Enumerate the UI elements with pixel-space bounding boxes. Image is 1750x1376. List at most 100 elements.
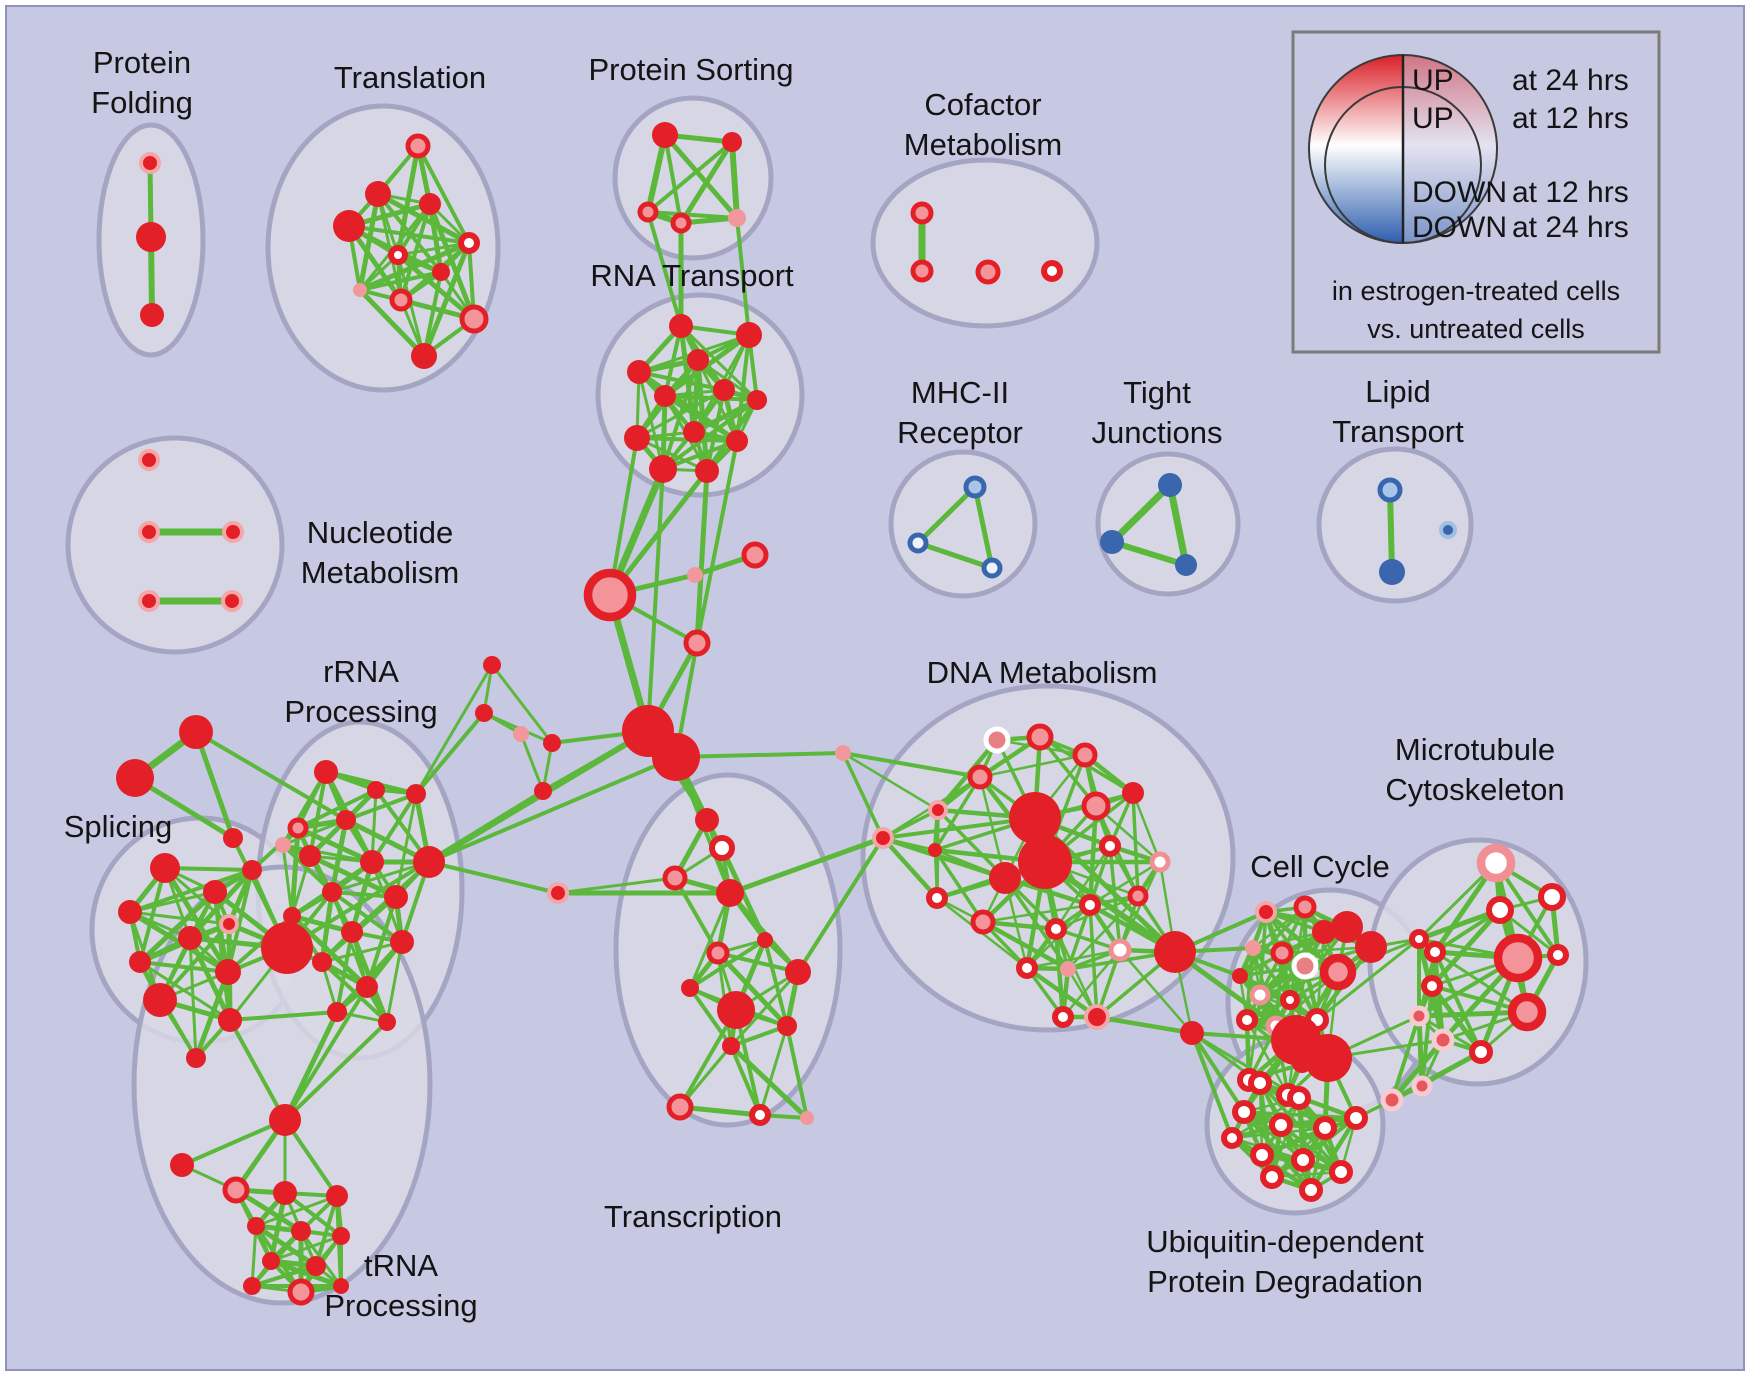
node-sp4 [242,860,262,880]
mesh-edge-dn3-dn4 [978,753,1087,779]
cluster-labels: Protein Folding Translation Protein Sorting… [64,45,1565,1323]
node-nm2 [138,521,160,543]
node-mt5 [1507,992,1547,1032]
node-cc11 [1249,984,1271,1006]
cluster-transcription-label: Transcription [604,1199,782,1234]
node-dn17 [1060,961,1076,977]
mesh-edge-rr6-rr10 [329,817,349,895]
node-tr12 [287,1278,315,1306]
node-rr3 [406,784,426,804]
node-cc13 [1236,1009,1258,1031]
edge-hb6-dn0 [674,751,845,759]
node-hb12 [547,882,569,904]
cluster-rna-transport-label: RNA Transport [590,258,794,293]
mesh-edge-dn18-dn21 [1131,791,1140,898]
mesh-edge-dn0-dn0b [841,751,885,840]
node-dn15 [1079,894,1101,916]
node-rr4 [287,817,309,839]
node-tr7 [291,1221,311,1241]
node-tr5 [326,1185,348,1207]
mesh-edge-rr10-rr14 [330,890,404,944]
edge-lp1-lp2 [1387,487,1395,575]
mesh-edge-mt8-mtc [1390,1014,1421,1102]
edge-ps5-rt2 [735,216,751,337]
cluster-lipid-transport-label: Lipid Transport [1332,374,1464,449]
node-tr1 [269,1104,301,1136]
edge-hb10-rr3 [414,711,486,796]
node-ub7 [1250,1143,1274,1167]
edge-tx4-dn0b [727,835,886,896]
node-rt12 [695,459,719,483]
node-hb4 [683,629,711,657]
node-mt4 [1493,933,1543,983]
mesh-edge-tl4-tl5 [347,224,471,245]
legend-row-key-0: UP [1412,64,1454,97]
cluster-tight-junctions-ellipse [1095,451,1241,597]
edge-mh1-mh2 [915,484,978,546]
edge-ft1-ft3 [193,729,236,841]
legend-footer-line-1: vs. untreated cells [1367,314,1585,344]
node-rt4 [687,349,709,371]
edge-tj2-tj3 [1109,539,1189,568]
cluster-dna-metabolism-label: DNA Metabolism [927,655,1158,690]
node-tx5 [757,932,773,948]
node-dn9 [989,862,1021,894]
mesh-edge-ps1-ps5 [662,132,740,221]
network-nodes [116,122,1569,1306]
node-dn13 [970,909,996,935]
node-tl8 [353,283,367,297]
edge-cc15-mt10 [1315,937,1421,1022]
node-ub9 [1260,1165,1284,1189]
edge-hb12-tx3 [556,876,677,895]
node-rt1 [669,314,693,338]
mesh-edge-tx10-tx14 [785,1024,809,1120]
mesh-edge-rr1-rr8 [308,770,328,858]
mesh-edge-ub11-ub12 [1230,1136,1343,1174]
edge-hb12-rr7 [427,860,560,895]
node-dn16 [1016,957,1038,979]
node-rr18 [378,1013,396,1031]
node-dn8 [1018,835,1072,889]
edge-dn26-ub3 [1190,1031,1246,1114]
node-sp9 [143,983,177,1017]
mesh-edge-dn0-dn5 [841,751,940,812]
mesh-edge-tr9-tr13 [268,1258,344,1289]
node-rr2 [367,781,385,799]
edge-hb8-hb11 [519,732,545,793]
node-sp8 [215,959,241,985]
node-tx7 [681,979,699,997]
edge-tj1-tj2 [1108,481,1174,546]
cluster-trna-processing-label: tRNA Processing [324,1248,477,1323]
mesh-edge-tx11-tx13 [729,1044,762,1117]
node-sp11 [186,1048,206,1068]
node-lp2 [1379,559,1405,585]
node-ub11 [1329,1160,1353,1184]
node-hb2 [687,567,703,583]
node-mt2 [1538,883,1566,911]
mesh-edge-tr5-tr6 [254,1194,339,1228]
edge-rt8-hb1 [608,436,639,597]
node-dn11 [1099,835,1121,857]
node-dn26 [1180,1021,1204,1045]
cluster-splicing-label: Splicing [64,809,173,844]
edge-dn24-dn26 [1095,1015,1194,1035]
node-dn1 [983,726,1011,754]
mesh-edge-dn22-dn26 [1118,948,1194,1035]
node-dn18 [1122,782,1144,804]
mesh-edge-tr10-tr11 [250,1264,318,1288]
node-tx12 [666,1093,694,1121]
mesh-edge-tl5-tl11 [421,240,472,359]
node-rr16 [356,976,378,998]
mesh-edge-dn14-dn24 [1054,927,1099,1019]
node-mh2 [907,532,929,554]
node-cf3 [975,259,1001,285]
mesh-edge-tx6-tx10 [715,950,790,1029]
edge-ft2-ft3 [132,775,236,841]
mesh-edge-tx11-tx14 [728,1043,810,1121]
node-mt9 [1431,1028,1455,1052]
node-rt6 [713,379,735,401]
mesh-edge-rr14-rr18 [385,940,404,1024]
cluster-cell-cycle-label: Cell Cycle [1250,849,1390,884]
mesh-edge-sp6-sp11 [188,936,198,1060]
